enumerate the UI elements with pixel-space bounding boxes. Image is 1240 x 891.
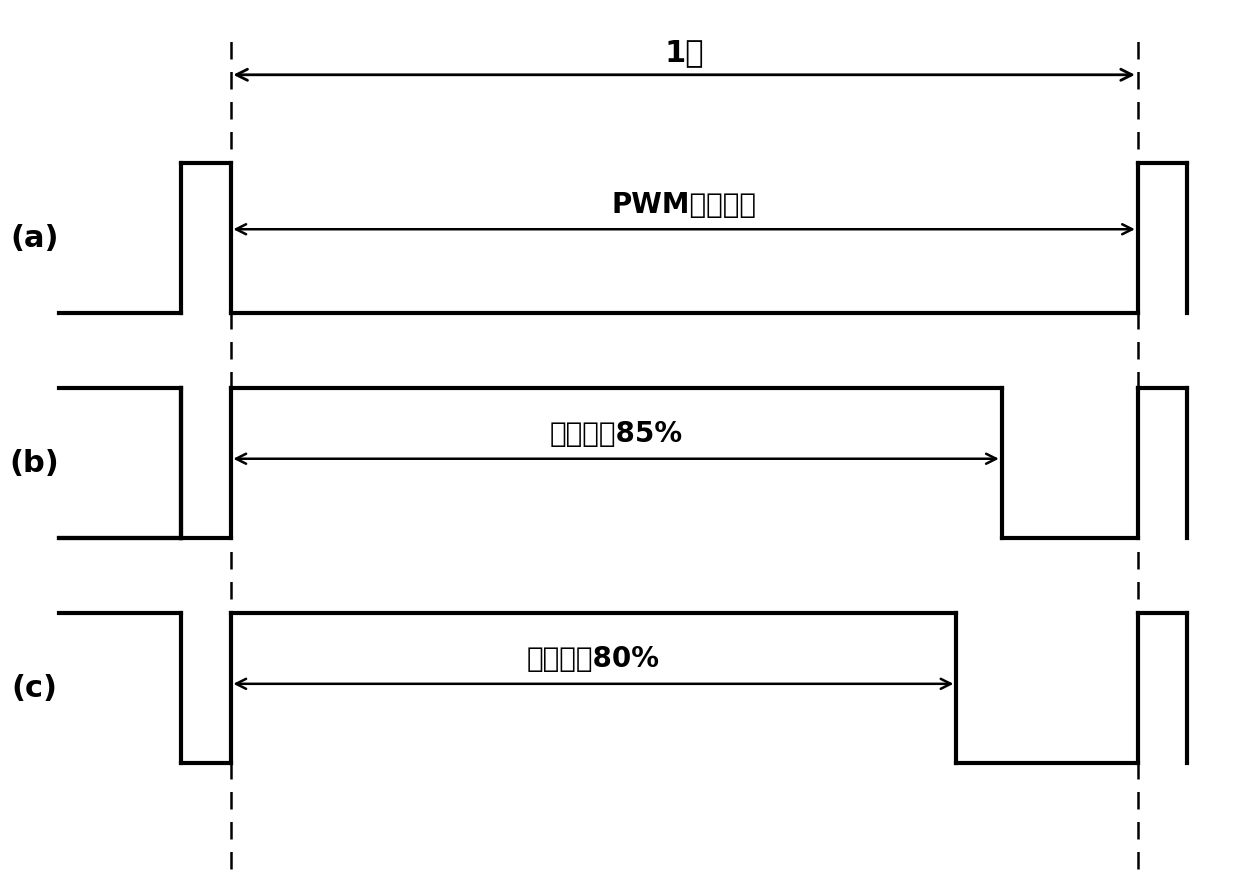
Text: (b): (b) [10, 449, 60, 478]
Text: 占空比：85%: 占空比：85% [549, 420, 683, 448]
Text: (a): (a) [10, 224, 58, 252]
Text: PWM基本周期: PWM基本周期 [611, 191, 756, 218]
Text: 占空比：80%: 占空比：80% [527, 645, 660, 673]
Text: 1帧: 1帧 [665, 38, 704, 67]
Text: (c): (c) [11, 674, 57, 703]
